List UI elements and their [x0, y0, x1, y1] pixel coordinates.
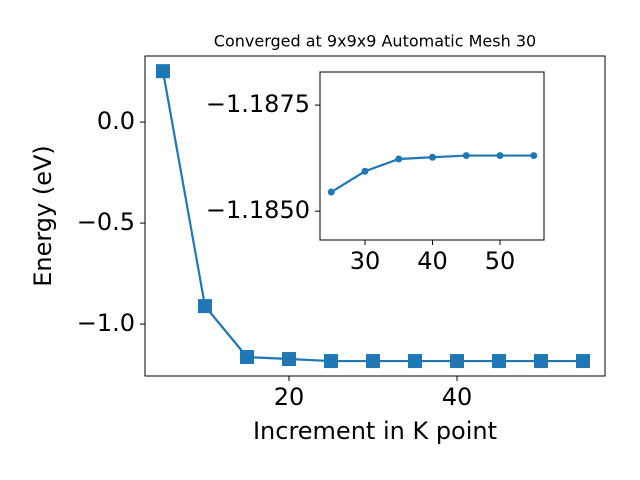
plot-frame [144, 55, 606, 377]
marker [429, 153, 437, 161]
marker [197, 299, 212, 314]
marker [327, 188, 335, 196]
marker [462, 152, 470, 160]
plot-frame [319, 71, 545, 241]
y-tick-label: 0.0 [97, 107, 135, 135]
marker [496, 152, 504, 160]
y-tick-label: −1.0 [77, 309, 135, 337]
marker [407, 354, 422, 369]
marker [449, 354, 464, 369]
marker [361, 167, 369, 175]
y-axis-label: Energy (eV) [29, 145, 57, 287]
marker [239, 350, 254, 365]
marker [533, 354, 548, 369]
marker [575, 354, 590, 369]
marker [395, 155, 403, 163]
marker [323, 354, 338, 369]
marker [530, 152, 538, 160]
x-tick-label: 50 [485, 247, 516, 275]
marker [155, 64, 170, 79]
x-tick-label: 40 [442, 383, 473, 411]
marker [365, 354, 380, 369]
x-tick-label: 30 [350, 247, 381, 275]
x-tick-label: 40 [417, 247, 448, 275]
y-tick-label: −0.5 [77, 208, 135, 236]
chart-title: Converged at 9x9x9 Automatic Mesh 30 [214, 32, 536, 51]
x-axis-label: Increment in K point [253, 417, 497, 445]
y-tick-label: −1.1875 [206, 90, 310, 118]
marker [281, 352, 296, 367]
marker [491, 354, 506, 369]
x-tick-label: 20 [274, 383, 305, 411]
y-tick-label: −1.1850 [206, 196, 310, 224]
